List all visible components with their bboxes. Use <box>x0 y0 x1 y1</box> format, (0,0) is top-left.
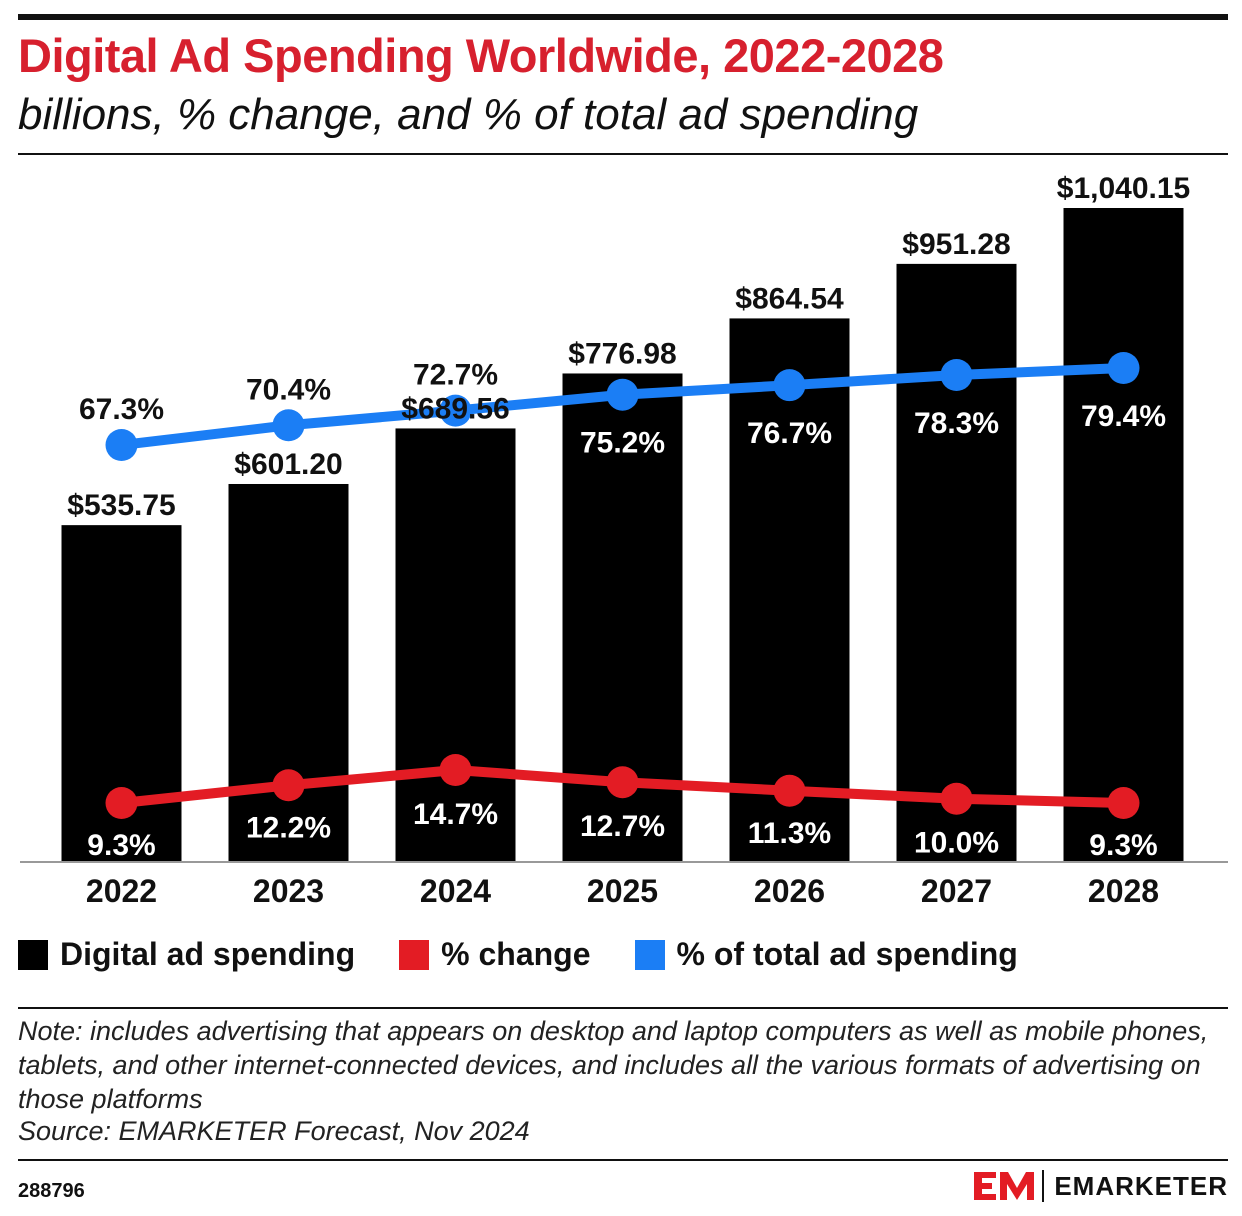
bars-layer <box>61 208 1184 862</box>
pct-total-label: 78.3% <box>914 407 999 440</box>
footer-divider <box>18 1159 1228 1161</box>
pct-total-point-2022 <box>105 429 138 461</box>
legend-label: % change <box>441 936 591 972</box>
pct-change-point-2028 <box>1107 787 1140 819</box>
footnote: Note: includes advertising that appears … <box>18 1016 1209 1114</box>
x-tick-label: 2023 <box>253 873 324 909</box>
pct-change-label: 10.0% <box>914 827 999 860</box>
pct-total-label: 79.4% <box>1081 400 1166 433</box>
pct-change-point-2024 <box>439 754 472 786</box>
note-divider <box>18 1007 1228 1009</box>
pct-total-label: 67.3% <box>79 393 164 426</box>
legend-item-digital-ad-spending: Digital ad spending <box>18 936 355 973</box>
legend-item-percent-total: % of total ad spending <box>634 936 1018 973</box>
bar-2023 <box>228 483 349 862</box>
bar-value-label: $1,040.15 <box>1057 172 1190 205</box>
pct-change-point-2025 <box>606 766 639 799</box>
chart-title: Digital Ad Spending Worldwide, 2022-2028 <box>18 29 944 82</box>
legend-label: % of total ad spending <box>676 936 1018 972</box>
x-tick-label: 2024 <box>420 873 491 909</box>
pct-change-label: 9.3% <box>87 829 155 862</box>
bar-2027 <box>896 263 1017 862</box>
pct-total-point-2023 <box>272 409 305 442</box>
x-tick-labels: 2022 2023 2024 2025 2026 2027 2028 <box>86 873 1159 909</box>
pct-total-point-2028 <box>1107 352 1140 384</box>
x-tick-label: 2025 <box>587 873 658 909</box>
bar-2024 <box>395 428 516 862</box>
legend-swatch-blue <box>634 939 665 970</box>
legend-label: Digital ad spending <box>60 936 356 972</box>
x-tick-label: 2028 <box>1088 873 1159 909</box>
brand-logo: EMARKETER <box>972 1168 1228 1204</box>
source-line: Source: EMARKETER Forecast, Nov 2024 <box>18 1116 530 1146</box>
subtitle-divider <box>18 153 1228 155</box>
pct-total-point-2024 <box>439 394 472 427</box>
pct-change-label: 12.2% <box>246 811 331 844</box>
x-tick-label: 2022 <box>86 873 157 909</box>
brand-name: EMARKETER <box>1054 1170 1228 1201</box>
top-rule <box>18 14 1228 20</box>
labels-layer: $535.75 $601.20 $689.56 $776.98 $864.54 $951.… <box>67 172 1190 862</box>
pct-change-label: 14.7% <box>413 798 498 831</box>
pct-change-label: 11.3% <box>748 817 831 850</box>
pct-total-label: 72.7% <box>413 359 498 392</box>
pct-change-point-2022 <box>105 787 138 819</box>
chart-area: $535.75 $601.20 $689.56 $776.98 $864.54 $951.… <box>20 172 1228 909</box>
legend-swatch-black <box>18 939 48 970</box>
chart-id: 288796 <box>18 1180 85 1202</box>
x-tick-label: 2026 <box>754 873 825 909</box>
pct-total-point-2025 <box>606 378 639 411</box>
bar-value-label: $864.54 <box>735 282 844 315</box>
pct-total-label: 75.2% <box>580 427 665 460</box>
bar-value-label: $601.20 <box>234 448 342 481</box>
legend-swatch-red <box>399 939 430 970</box>
bar-value-label: $776.98 <box>568 337 676 370</box>
pct-total-point-2026 <box>773 369 806 402</box>
bar-2028 <box>1063 208 1184 862</box>
pct-total-label: 76.7% <box>747 417 832 450</box>
pct-change-label: 12.7% <box>580 810 665 843</box>
bar-2026 <box>729 318 850 862</box>
pct-change-label: 9.3% <box>1089 829 1157 862</box>
pct-change-point-2026 <box>773 774 806 807</box>
bar-value-label: $951.28 <box>902 228 1010 261</box>
bar-value-label: $689.56 <box>401 392 509 425</box>
pct-change-point-2023 <box>272 769 305 802</box>
bar-value-label: $535.75 <box>67 489 175 522</box>
legend-item-percent-change: % change <box>399 936 591 973</box>
pct-total-point-2027 <box>940 359 973 391</box>
chart-subtitle: billions, % change, and % of total ad sp… <box>18 90 919 139</box>
x-tick-label: 2027 <box>921 873 992 909</box>
pct-total-label: 70.4% <box>246 373 331 406</box>
legend: Digital ad spending % change % of total … <box>18 936 1062 973</box>
emarketer-logo-icon <box>974 1172 1035 1200</box>
pct-change-point-2027 <box>940 782 973 815</box>
brand-separator <box>1042 1170 1045 1202</box>
lines-layer <box>105 352 1140 819</box>
